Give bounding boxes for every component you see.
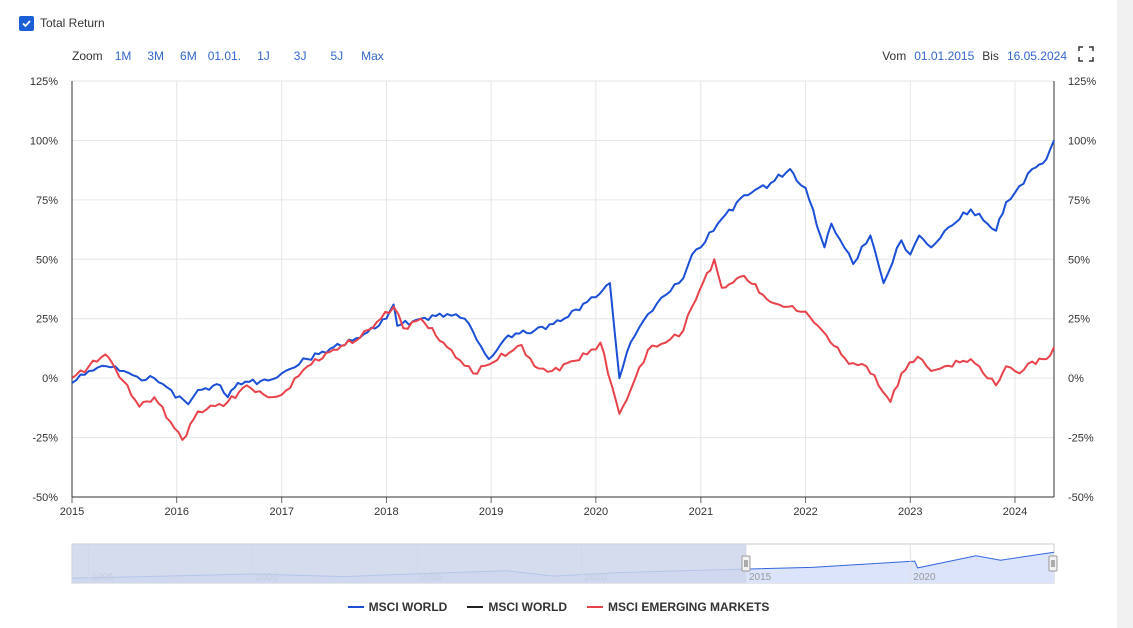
y-tick-label-left: 75% [36, 195, 58, 207]
y-tick-label-right: -50% [1068, 492, 1094, 504]
y-tick-label-left: 125% [30, 76, 58, 88]
fullscreen-icon [1078, 46, 1094, 62]
navigator[interactable]: 199520002005201020152020 [71, 543, 1058, 584]
plot-area[interactable] [71, 140, 1055, 441]
y-tick-label-right: 100% [1068, 135, 1096, 147]
zoom-1j-button[interactable]: 1J [257, 49, 270, 63]
y-tick-label-left: 100% [30, 135, 58, 147]
legend-item-msci-world-2[interactable]: MSCI WORLD [467, 600, 567, 614]
y-tick-label-right: 125% [1068, 76, 1096, 88]
total-return-label: Total Return [40, 16, 105, 30]
zoom-1m-button[interactable]: 1M [114, 49, 132, 63]
legend-label-msci-emerging-markets: MSCI EMERGING MARKETS [607, 600, 770, 614]
legend-item-msci-world[interactable]: MSCI WORLD [347, 600, 448, 614]
from-date-input[interactable]: 01.01.2015 [914, 49, 975, 63]
x-tick-label: 2023 [898, 506, 922, 518]
legend-label-msci-world-2: MSCI WORLD [488, 600, 567, 614]
zoom-label: Zoom [72, 49, 103, 63]
legend-label-msci-world: MSCI WORLD [368, 600, 448, 614]
legend: MSCI WORLD MSCI WORLD MSCI EMERGING MARK… [0, 598, 1117, 616]
navigator-right-handle[interactable] [1048, 555, 1058, 572]
legend-swatch-msci-world [347, 606, 364, 608]
y-tick-label-left: -25% [32, 433, 58, 445]
to-date-input[interactable]: 16.05.2024 [1006, 49, 1067, 63]
zoom-ytd-button[interactable]: 01.01. [207, 49, 242, 63]
to-label: Bis [982, 49, 999, 63]
x-tick-label: 2021 [689, 506, 713, 518]
y-tick-label-right: 75% [1068, 195, 1090, 207]
navigator-area [72, 552, 1054, 583]
navigator-left-handle[interactable] [741, 555, 751, 572]
fullscreen-button[interactable] [1078, 46, 1094, 62]
from-label: Vom [882, 49, 907, 63]
x-tick-label: 2020 [584, 506, 608, 518]
legend-swatch-msci-emerging-markets [586, 606, 603, 608]
y-tick-label-right: 0% [1068, 373, 1084, 385]
y-tick-label-right: -25% [1068, 433, 1094, 445]
legend-swatch-msci-world-2 [467, 606, 484, 608]
total-return-checkbox[interactable] [19, 15, 34, 31]
total-return-option[interactable]: Total Return [19, 14, 105, 32]
zoom-5j-button[interactable]: 5J [330, 49, 344, 63]
y-tick-label-left: 0% [42, 373, 58, 385]
x-tick-label: 2017 [269, 506, 293, 518]
x-tick-label: 2018 [374, 506, 398, 518]
navigator-tick-label: 2015 [749, 572, 772, 583]
y-tick-label-right: 50% [1068, 254, 1090, 266]
zoom-toolbar: Zoom 1M 3M 6M 01.01. 1J 3J 5J Max [72, 48, 384, 64]
series-line-msci-emerging-markets [71, 258, 1055, 441]
x-tick-label: 2022 [793, 506, 817, 518]
y-tick-label-left: 50% [36, 254, 58, 266]
y-tick-label-right: 25% [1068, 314, 1090, 326]
zoom-6m-button[interactable]: 6M [180, 49, 197, 63]
date-range: Vom 01.01.2015 Bis 16.05.2024 [882, 48, 1067, 64]
check-icon [22, 19, 31, 27]
series-line-msci-world [71, 140, 1055, 406]
zoom-3j-button[interactable]: 3J [293, 49, 307, 63]
y-tick-label-left: 25% [36, 314, 58, 326]
zoom-3m-button[interactable]: 3M [147, 49, 165, 63]
x-tick-label: 2015 [60, 506, 84, 518]
axes: 125% 125% 100% 100% 75% 75% 50% 50% 25% 25% 0% 0% -2… [30, 76, 1096, 518]
y-tick-label-left: -50% [32, 492, 58, 504]
grid-lines [71, 80, 1054, 498]
zoom-max-button[interactable]: Max [361, 49, 384, 63]
navigator-mask [72, 544, 746, 583]
navigator-tick-label: 2020 [913, 572, 936, 583]
legend-item-msci-emerging-markets[interactable]: MSCI EMERGING MARKETS [586, 600, 770, 614]
x-tick-label: 2016 [164, 506, 188, 518]
x-tick-label: 2024 [1003, 506, 1027, 518]
x-tick-label: 2019 [479, 506, 503, 518]
